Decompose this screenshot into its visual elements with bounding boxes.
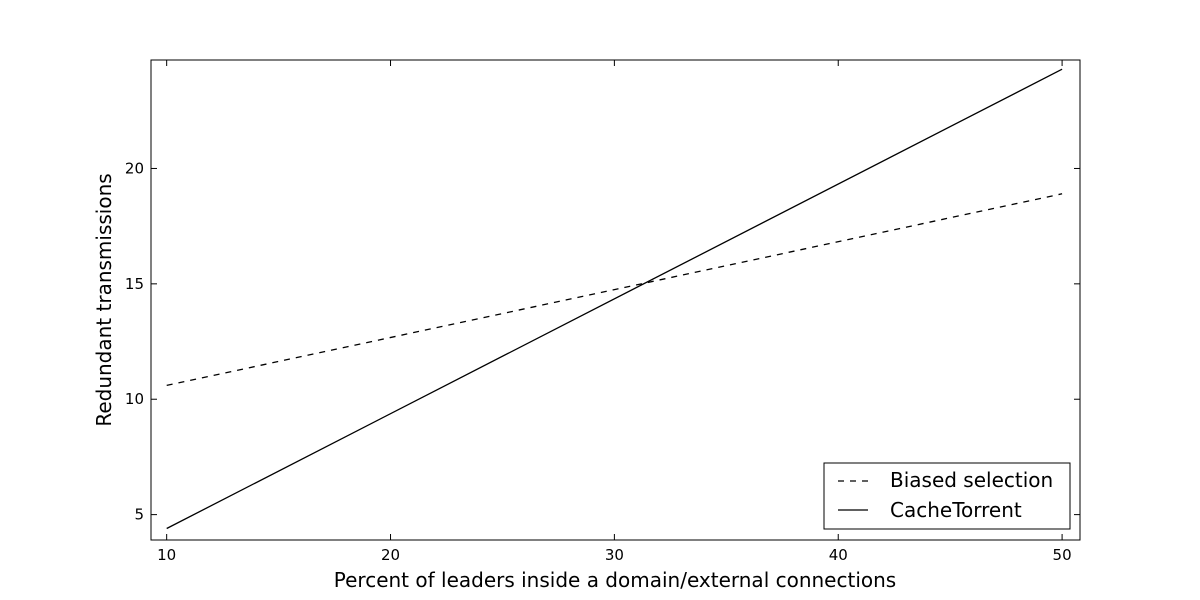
legend-label-cachetorrent: CacheTorrent xyxy=(890,498,1022,522)
y-axis-title: Redundant transmissions xyxy=(92,173,116,426)
y-tick-label: 5 xyxy=(134,506,144,524)
x-axis-ticks: 10 20 30 40 50 xyxy=(157,60,1072,564)
y-tick-label: 15 xyxy=(125,275,144,293)
x-tick-label: 30 xyxy=(605,546,624,564)
legend-box xyxy=(823,462,1071,530)
series-line-cachetorrent xyxy=(166,68,1063,530)
x-tick-label: 10 xyxy=(157,546,176,564)
y-axis-ticks: 5 10 15 20 xyxy=(125,159,1080,524)
y-tick-label: 20 xyxy=(125,159,144,177)
x-tick-label: 40 xyxy=(829,546,848,564)
series-line-biased-selection xyxy=(166,193,1063,387)
x-tick-label: 50 xyxy=(1053,546,1072,564)
x-tick-label: 20 xyxy=(381,546,400,564)
legend-label-biased-selection: Biased selection xyxy=(890,468,1053,492)
x-axis-title: Percent of leaders inside a domain/exter… xyxy=(334,568,896,592)
series-layer xyxy=(166,68,1063,530)
y-tick-label: 10 xyxy=(125,390,144,408)
legend: Biased selection CacheTorrent xyxy=(823,462,1071,530)
